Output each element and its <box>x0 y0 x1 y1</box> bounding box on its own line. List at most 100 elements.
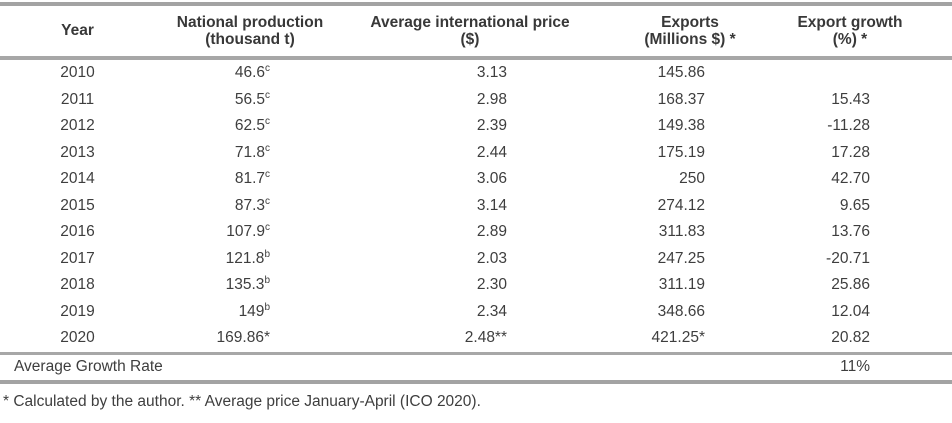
cell-year: 2017 <box>60 249 95 267</box>
cell-year: 2010 <box>60 64 95 82</box>
table-row: 2015 87.3c 3.14 274.12 9.65 <box>0 193 952 220</box>
cell-exports: 247.25 <box>657 249 705 267</box>
cell-exports: 250 <box>679 170 705 188</box>
cell-growth <box>785 58 915 87</box>
cell-growth: 25.86 <box>831 276 870 294</box>
cell-price: 2.34 <box>476 302 507 320</box>
table-summary: Average Growth Rate 11% <box>0 351 952 384</box>
cell-production: 56.5c <box>234 89 270 108</box>
spacer-cell <box>915 299 952 326</box>
column-header-label: Export growth <box>797 13 903 31</box>
cell-exports: 421.25* <box>651 329 705 347</box>
cell-price: 2.39 <box>476 117 507 135</box>
spacer-cell <box>915 140 952 167</box>
summary-value: 11% <box>785 351 915 384</box>
summary-label: Average Growth Rate <box>0 351 785 384</box>
cell-price: 2.44 <box>476 143 507 161</box>
cell-production: 62.5c <box>234 116 270 135</box>
statistics-table-container: Year National production (thousand t) Av… <box>0 2 952 384</box>
source-superscript: c <box>265 63 270 75</box>
table-row: 2013 71.8c 2.44 175.19 17.28 <box>0 140 952 167</box>
cell-year: 2011 <box>60 90 95 108</box>
cell-price: 3.13 <box>476 64 507 82</box>
cell-price: 3.14 <box>476 196 507 214</box>
spacer-cell <box>915 272 952 299</box>
table-row: 2012 62.5c 2.39 149.38 -11.28 <box>0 113 952 140</box>
cell-year: 2015 <box>60 196 95 214</box>
cell-growth: -11.28 <box>827 117 870 135</box>
table-row: 2014 81.7c 3.06 250 42.70 <box>0 166 952 193</box>
source-superscript: c <box>265 169 270 181</box>
summary-row: Average Growth Rate 11% <box>0 351 952 384</box>
spacer-cell <box>915 193 952 220</box>
column-header-national-production: National production (thousand t) <box>155 2 345 60</box>
table-row: 2010 46.6c 3.13 145.86 <box>0 58 952 87</box>
cell-production: 71.8c <box>234 142 270 161</box>
spacer-cell <box>915 113 952 140</box>
table-body: 2010 46.6c 3.13 145.86 2011 56.5c 2.98 168.37 15… <box>0 58 952 353</box>
cell-exports: 168.37 <box>657 90 705 108</box>
cell-year: 2016 <box>60 223 95 241</box>
source-superscript: c <box>265 195 270 207</box>
spacer-cell <box>915 246 952 273</box>
table-row: 2020 169.86* 2.48** 421.25* 20.82 <box>0 325 952 353</box>
column-header-spacer <box>915 2 952 60</box>
cell-year: 2012 <box>60 117 95 135</box>
cell-production: 107.9c <box>226 222 270 241</box>
column-header-year: Year <box>0 2 155 60</box>
cell-price: 2.03 <box>476 249 507 267</box>
source-superscript: b <box>264 248 270 260</box>
table-row: 2018 135.3b 2.30 311.19 25.86 <box>0 272 952 299</box>
cell-production: 135.3b <box>225 275 270 294</box>
column-header-exports: Exports (Millions $) * <box>595 2 785 60</box>
cell-exports: 311.83 <box>658 223 705 241</box>
cell-growth: 17.28 <box>831 143 870 161</box>
cell-year: 2014 <box>60 170 95 188</box>
cell-growth: 20.82 <box>831 329 870 347</box>
table-footnote: * Calculated by the author. ** Average p… <box>3 392 481 410</box>
cell-production: 149b <box>238 301 270 320</box>
column-header-sub: (thousand t) <box>205 31 295 48</box>
cell-production: 87.3c <box>234 195 270 214</box>
cell-growth: 15.43 <box>831 90 870 108</box>
cell-price: 2.30 <box>476 276 507 294</box>
cell-price: 2.89 <box>476 223 507 241</box>
cell-exports: 149.38 <box>657 117 705 135</box>
spacer-cell <box>915 166 952 193</box>
cell-growth: 12.04 <box>831 302 870 320</box>
column-header-label: Average international price <box>370 13 570 31</box>
cell-exports: 145.86 <box>657 64 705 82</box>
cell-year: 2020 <box>60 329 95 347</box>
column-header-average-international-price: Average international price ($) <box>345 2 595 60</box>
cell-price: 3.06 <box>476 170 507 188</box>
column-header-label: Exports <box>661 13 719 31</box>
cell-year: 2019 <box>60 302 95 320</box>
column-header-label: Year <box>61 22 94 40</box>
cell-price: 2.98 <box>476 90 507 108</box>
source-superscript: c <box>265 142 270 154</box>
cell-growth: 9.65 <box>839 196 870 214</box>
column-header-export-growth: Export growth (%) * <box>785 2 915 60</box>
spacer-cell <box>915 58 952 87</box>
cell-production: 46.6c <box>234 63 270 82</box>
cell-growth: 13.76 <box>831 223 870 241</box>
spacer-cell <box>915 87 952 114</box>
source-superscript: c <box>265 116 270 128</box>
source-superscript: b <box>264 275 270 287</box>
table-row: 2019 149b 2.34 348.66 12.04 <box>0 299 952 326</box>
cell-year: 2013 <box>60 143 95 161</box>
cell-year: 2018 <box>60 276 95 294</box>
table-header-row: Year National production (thousand t) Av… <box>0 2 952 60</box>
spacer-cell <box>915 219 952 246</box>
cell-production: 81.7c <box>234 169 270 188</box>
table-row: 2016 107.9c 2.89 311.83 13.76 <box>0 219 952 246</box>
column-header-sub: (%) * <box>832 31 868 48</box>
cell-production: 169.86* <box>216 329 270 347</box>
cell-exports: 175.19 <box>657 143 705 161</box>
column-header-sub: (Millions $) * <box>644 31 736 48</box>
spacer-cell <box>915 325 952 353</box>
cell-exports: 274.12 <box>657 196 705 214</box>
statistics-table: Year National production (thousand t) Av… <box>0 2 952 384</box>
table-header: Year National production (thousand t) Av… <box>0 2 952 60</box>
cell-exports: 348.66 <box>657 302 705 320</box>
